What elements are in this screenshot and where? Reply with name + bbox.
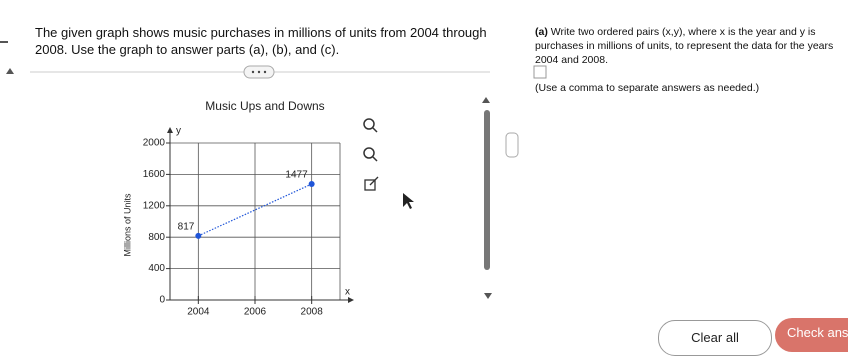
y-tick-label: 2000 [143, 138, 166, 149]
scroll-down[interactable] [484, 293, 492, 299]
x-tick-label: 2008 [301, 307, 324, 318]
y-arrow [167, 127, 173, 133]
data-point [308, 181, 315, 188]
scroll-up[interactable] [6, 68, 14, 74]
y-axis-letter: y [176, 126, 181, 137]
y-tick-label: 0 [159, 295, 165, 306]
part-prompt: Write two ordered pairs (x,y), where x i… [535, 26, 834, 66]
y-tick-label: 1600 [143, 169, 166, 180]
zoom-in[interactable] [363, 118, 378, 133]
data-point [195, 232, 202, 239]
y-axis-label: Millions of Units [122, 193, 132, 257]
x-axis-letter: x [345, 287, 350, 298]
problem-text: The given graph shows music purchases in… [35, 25, 487, 57]
part-label: (a) [535, 26, 548, 38]
y-tick-label: 400 [148, 263, 165, 274]
open-external[interactable] [364, 176, 379, 191]
data-label: 1477 [285, 170, 308, 181]
cursor [403, 193, 414, 209]
scrollbar[interactable] [484, 110, 490, 270]
y-tick-label: 1200 [143, 200, 166, 211]
x-arrow [348, 297, 354, 303]
data-label: 817 [178, 222, 195, 233]
x-tick-label: 2004 [187, 307, 210, 318]
answer-box[interactable] [533, 65, 547, 79]
hint: (Use a comma to separate answers as need… [535, 82, 760, 94]
chart-title: Music Ups and Downs [205, 99, 324, 113]
scroll-up[interactable] [482, 97, 490, 103]
check-button[interactable]: Check answer [775, 318, 848, 352]
y-tick-label: 800 [148, 232, 165, 243]
zoom-out[interactable] [363, 147, 378, 162]
x-tick-label: 2006 [244, 307, 267, 318]
part-a: (a) Write two ordered pairs (x,y), where… [535, 25, 847, 67]
drag-handle[interactable] [505, 132, 519, 158]
